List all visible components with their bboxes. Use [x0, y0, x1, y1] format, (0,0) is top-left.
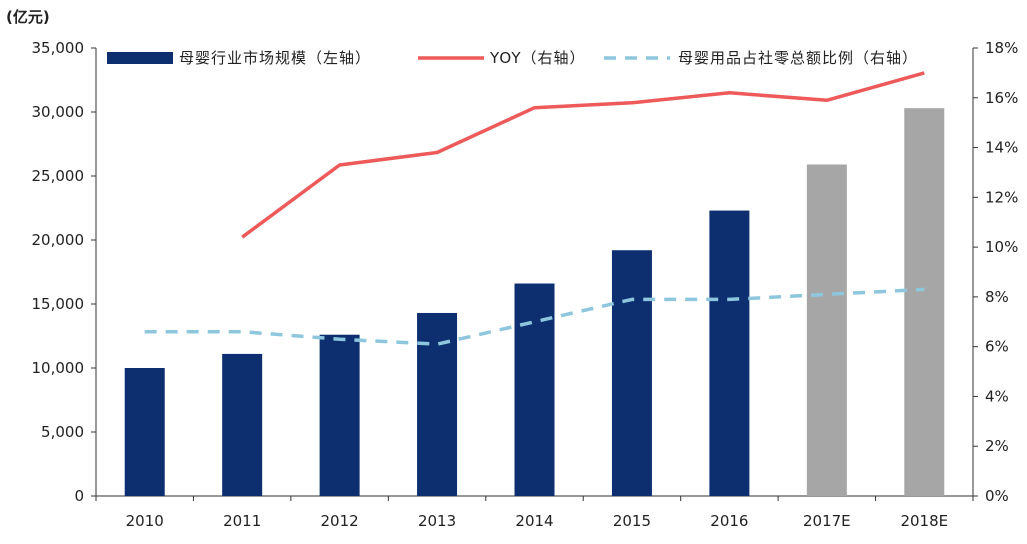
right-axis-tick-label: 16%	[985, 89, 1018, 107]
left-axis-tick-label: 30,000	[32, 103, 85, 121]
left-axis-tick-label: 5,000	[41, 423, 84, 441]
left-axis-tick-label: 20,000	[32, 231, 85, 249]
bar-2016	[709, 210, 750, 496]
bar-2015	[611, 250, 652, 496]
bar-2014	[514, 283, 555, 496]
bar-2017E	[806, 164, 847, 497]
line-series	[144, 71, 925, 346]
legend-label: 母婴用品占社零总额比例（右轴）	[678, 49, 918, 67]
x-axis-tick-label: 2017E	[803, 512, 851, 530]
right-axis-tick-label: 12%	[985, 188, 1018, 206]
left-axis-tick-label: 15,000	[32, 295, 85, 313]
x-axis-tick-label: 2011	[223, 512, 261, 530]
left-axis-tick-label: 25,000	[32, 167, 85, 185]
right-axis-tick-label: 4%	[985, 387, 1009, 405]
bar-2018E	[904, 108, 945, 496]
x-axis-tick-label: 2014	[515, 512, 553, 530]
x-axis-tick-label: 2013	[418, 512, 456, 530]
bar-2011	[222, 353, 263, 496]
left-axis-tick-label: 35,000	[32, 39, 85, 57]
left-axis-tick-label: 0	[74, 487, 84, 505]
x-axis: 2010 2011 2012 2013 2014 2015 2016 2017E 2018E	[95, 496, 974, 530]
left-axis: 0 5,000 10,000 15,000 20,000 25,000 30,000 35,0…	[32, 39, 96, 505]
right-axis-tick-label: 10%	[985, 238, 1018, 256]
bar-2013	[417, 312, 458, 496]
right-axis-tick-label: 8%	[985, 288, 1009, 306]
legend: 母婴行业市场规模（左轴） YOY（右轴） 母婴用品占社零总额比例（右轴）	[107, 49, 918, 67]
x-axis-tick-label: 2015	[613, 512, 651, 530]
yoy-line	[241, 71, 925, 239]
right-axis-tick-label: 18%	[985, 39, 1018, 57]
x-axis-tick-label: 2016	[710, 512, 748, 530]
left-axis-tick-label: 10,000	[32, 359, 85, 377]
legend-swatch-bar	[107, 52, 173, 64]
right-axis: 0% 2% 4% 6% 8% 10% 12% 14% 16% 18%	[973, 39, 1018, 505]
plot-area: 0 5,000 10,000 15,000 20,000 25,000 30,000 35,0…	[32, 39, 1019, 530]
right-axis-tick-label: 0%	[985, 487, 1009, 505]
bar-2012	[319, 334, 360, 496]
right-axis-tick-label: 2%	[985, 437, 1009, 455]
legend-label: YOY（右轴）	[489, 49, 586, 67]
share-line	[144, 287, 925, 346]
x-axis-tick-label: 2018E	[900, 512, 948, 530]
right-axis-tick-label: 14%	[985, 139, 1018, 157]
unit-label: (亿元)	[6, 8, 50, 26]
x-axis-tick-label: 2010	[126, 512, 164, 530]
bar-series	[124, 108, 945, 497]
bar-2010	[124, 368, 165, 496]
legend-label: 母婴行业市场规模（左轴）	[179, 49, 371, 67]
x-axis-tick-label: 2012	[321, 512, 359, 530]
right-axis-tick-label: 6%	[985, 338, 1009, 356]
